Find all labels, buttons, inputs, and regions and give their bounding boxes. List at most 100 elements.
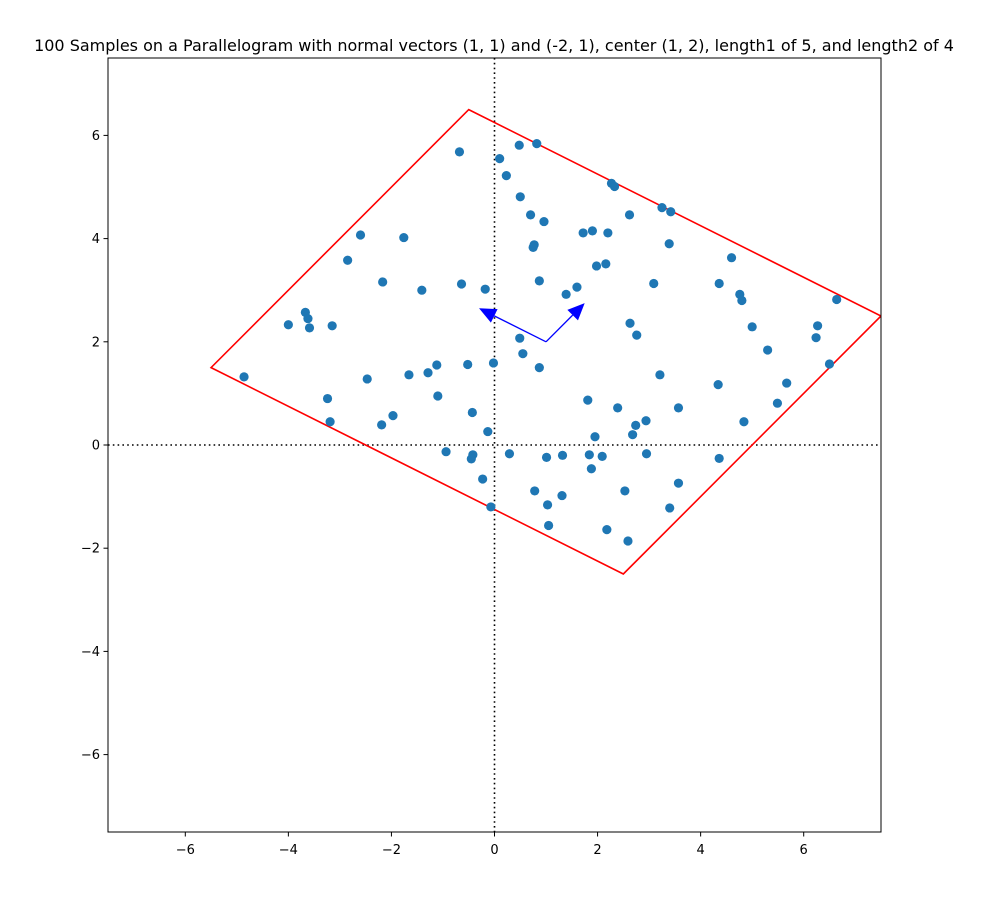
- parallelogram-outline: [209, 108, 881, 575]
- scatter-point: [504, 449, 515, 459]
- scatter-point: [583, 395, 593, 405]
- scatter-point: [441, 447, 451, 457]
- scatter-point: [467, 407, 477, 418]
- y-tick-label: 2: [92, 335, 100, 350]
- scatter-point: [343, 255, 353, 265]
- scatter-point: [355, 230, 366, 240]
- scatter-point: [623, 536, 633, 546]
- plot-content: [108, 58, 881, 832]
- x-tick-label: 6: [800, 843, 808, 858]
- scatter-point: [714, 453, 724, 464]
- scatter-point: [832, 294, 842, 305]
- scatter-point: [737, 295, 747, 306]
- scatter-point: [641, 449, 652, 459]
- scatter-point: [388, 410, 398, 421]
- scatter-point: [304, 323, 315, 333]
- y-tick-label: 0: [92, 439, 100, 454]
- scatter-point: [534, 363, 544, 373]
- scatter-point: [714, 278, 724, 289]
- scatter-point: [620, 486, 630, 496]
- scatter-point: [657, 203, 667, 213]
- scatter-point: [747, 322, 757, 332]
- scatter-point: [772, 398, 783, 408]
- scatter-point: [572, 282, 582, 292]
- chart-title: 100 Samples on a Parallelogram with norm…: [34, 36, 954, 55]
- scatter-point: [586, 464, 596, 474]
- scatter-point: [399, 232, 409, 243]
- scatter-point: [466, 454, 476, 464]
- y-tick-label: −6: [81, 748, 100, 763]
- vector-arrowhead: [479, 308, 498, 323]
- x-tick-label: −4: [279, 843, 298, 858]
- scatter-point: [515, 192, 525, 202]
- scatter-point: [649, 278, 659, 289]
- scatter-point: [628, 430, 638, 440]
- scatter-point: [713, 380, 723, 390]
- scatter-point: [303, 313, 313, 324]
- scatter-point: [601, 259, 611, 269]
- scatter-point: [525, 210, 536, 220]
- scatter-point: [532, 139, 542, 149]
- y-tick-label: −4: [81, 645, 100, 660]
- plot-area: −6 −4 −2 0 2 4 6 −6 −4 −2 0 2 4 6: [81, 57, 882, 858]
- scatter-point: [456, 279, 467, 289]
- scatter-point: [377, 420, 387, 430]
- scatter-point: [483, 426, 493, 437]
- scatter-point: [417, 285, 427, 295]
- scatter-point: [597, 451, 607, 461]
- scatter-point: [454, 147, 465, 157]
- scatter-point: [518, 349, 528, 359]
- scatter-point: [433, 391, 443, 401]
- vector-shaft: [545, 314, 574, 343]
- scatter-point: [673, 403, 684, 413]
- scatter-point: [726, 253, 737, 263]
- scatter-point: [362, 374, 372, 384]
- scatter-point: [609, 181, 620, 192]
- scatter-point: [423, 368, 433, 378]
- x-tick-label: 0: [490, 843, 498, 858]
- vector-arrowhead: [567, 303, 585, 321]
- scatter-point: [584, 450, 594, 460]
- scatter-point: [631, 420, 641, 430]
- scatter-point: [591, 261, 602, 271]
- y-tick-label: 6: [92, 129, 100, 144]
- scatter-point: [283, 320, 293, 330]
- scatter-point: [325, 417, 335, 427]
- scatter-point: [463, 359, 473, 370]
- scatter-point: [624, 210, 635, 220]
- scatter-point: [632, 330, 642, 340]
- scatter-point: [488, 358, 499, 368]
- vector-shaft: [493, 315, 547, 343]
- scatter-point: [578, 228, 588, 238]
- scatter-point: [478, 474, 488, 484]
- x-tick-label: −2: [382, 843, 401, 858]
- scatter-point: [544, 520, 554, 531]
- scatter-point: [514, 140, 524, 150]
- scatter-point: [542, 500, 553, 510]
- scatter-point: [557, 450, 568, 460]
- scatter-point: [327, 321, 337, 331]
- scatter-point: [561, 289, 571, 299]
- scatter-point: [613, 403, 623, 413]
- scatter-point: [602, 525, 612, 535]
- scatter-point: [763, 345, 773, 355]
- scatter-point: [541, 452, 552, 462]
- scatter-point: [239, 372, 249, 382]
- scatter-point: [782, 378, 792, 388]
- scatter-point: [673, 478, 684, 488]
- scatter-point: [528, 242, 538, 252]
- scatter-point: [813, 321, 823, 331]
- scatter-point: [811, 333, 821, 343]
- scatter-point: [587, 226, 598, 236]
- scatter-point: [625, 318, 635, 328]
- scatter-point: [665, 503, 675, 513]
- scatter-point: [515, 333, 525, 343]
- x-tick-label: 4: [696, 843, 704, 858]
- scatter-point: [432, 360, 442, 370]
- scatter-point: [666, 207, 676, 217]
- scatter-point: [641, 416, 651, 426]
- scatter-point: [404, 370, 414, 380]
- scatter-point: [480, 284, 490, 294]
- x-tick-label: 2: [593, 843, 601, 858]
